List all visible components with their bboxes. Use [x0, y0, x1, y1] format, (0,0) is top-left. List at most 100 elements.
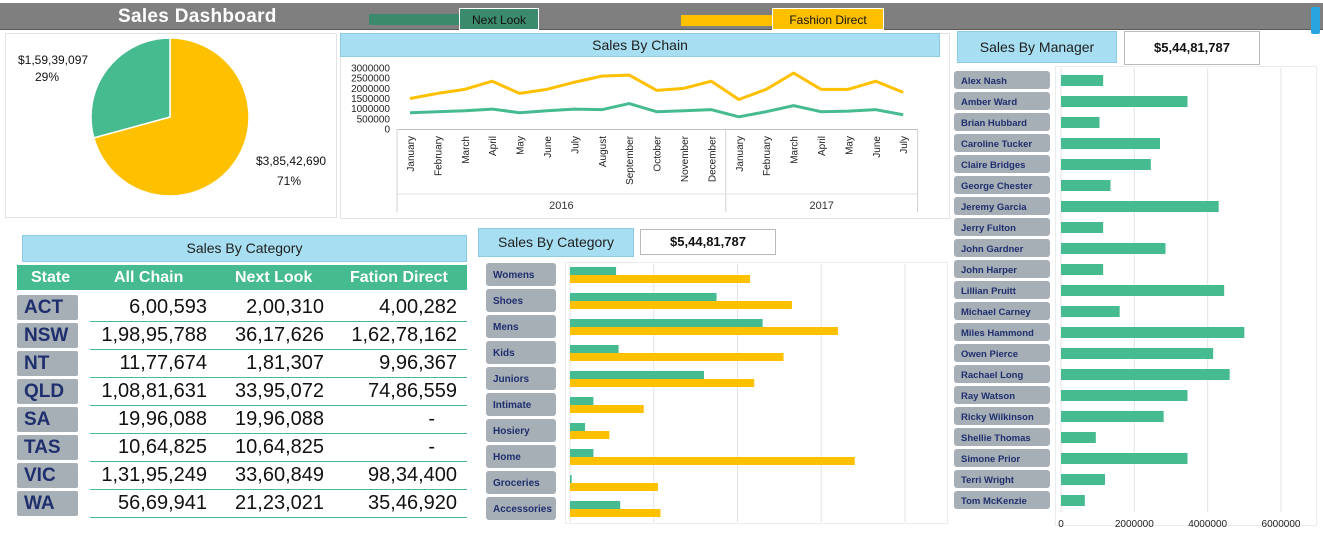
manager-slicer-button[interactable] — [954, 218, 1050, 236]
manager-slicer-button[interactable] — [954, 449, 1050, 467]
y-tick-label: 500000 — [357, 114, 391, 125]
x-tick-label: 0 — [1058, 519, 1064, 530]
row-divider — [90, 377, 467, 378]
row-divider — [90, 461, 467, 462]
manager-label: Terri Wright — [961, 475, 1015, 486]
cell-all-chain: 1,08,81,631 — [101, 380, 207, 402]
x-tick-label: 4000000 — [1188, 519, 1227, 530]
bar-manager — [1061, 138, 1160, 149]
cell-next-look: 1,81,307 — [246, 352, 324, 374]
category-label: Hosiery — [493, 426, 530, 437]
manager-slicer-button[interactable] — [954, 344, 1050, 362]
manager-label: Lillian Pruitt — [961, 286, 1017, 297]
title-bar: Sales Dashboard Next Look Fashion Direct — [0, 3, 1323, 34]
cell-all-chain: 11,77,674 — [119, 352, 208, 374]
manager-label: Alex Nash — [961, 76, 1007, 87]
bar-next-look — [570, 501, 621, 509]
bar-manager — [1061, 243, 1166, 254]
manager-slicer-button[interactable] — [954, 281, 1050, 299]
legend-swatch-fashion-direct — [681, 15, 781, 26]
header-next-look: Next Look — [235, 269, 313, 286]
manager-label: Claire Bridges — [961, 160, 1025, 171]
manager-slicer-button[interactable] — [954, 470, 1050, 488]
pie-slice-fashion-direct — [92, 37, 250, 197]
manager-slicer-button[interactable] — [954, 71, 1050, 89]
pie-percent-next-look: 29% — [35, 70, 60, 84]
state-filter-nsw[interactable]: NSW — [17, 323, 78, 348]
category-slicer-button[interactable] — [486, 497, 556, 520]
category-slicer-button[interactable] — [486, 315, 556, 338]
month-label: March — [790, 136, 801, 164]
x-tick-label: 6000000 — [1262, 519, 1301, 530]
month-label: June — [872, 136, 883, 158]
manager-slicer-button[interactable] — [954, 260, 1050, 278]
bar-manager — [1061, 75, 1104, 86]
scrollbar-thumb[interactable] — [1311, 7, 1320, 34]
category-slicer-button[interactable] — [486, 341, 556, 364]
category-slicer-button[interactable] — [486, 367, 556, 390]
category-slicer-button[interactable] — [486, 471, 556, 494]
manager-slicer-button[interactable] — [954, 302, 1050, 320]
category-label: Kids — [493, 348, 515, 359]
manager-slicer-button[interactable] — [954, 239, 1050, 257]
table-row: TAS 10,64,825 10,64,825 - — [17, 434, 467, 462]
manager-slicer-button[interactable] — [954, 197, 1050, 215]
cell-all-chain: 1,98,95,788 — [101, 324, 207, 346]
manager-slicer-button[interactable] — [954, 176, 1050, 194]
month-label: December — [707, 135, 718, 182]
bar-next-look — [570, 319, 763, 327]
state-filter-qld[interactable]: QLD — [17, 379, 78, 404]
manager-slicer-button[interactable] — [954, 155, 1050, 173]
manager-label: Simone Prior — [961, 454, 1020, 465]
cell-next-look: 21,23,021 — [235, 492, 324, 514]
manager-slicer-button[interactable] — [954, 491, 1050, 509]
category-slicer-button[interactable] — [486, 289, 556, 312]
cell-next-look: 2,00,310 — [246, 296, 324, 318]
legend-fashion-direct[interactable]: Fashion Direct — [772, 8, 884, 30]
category-label: Shoes — [493, 296, 523, 307]
manager-label: John Harper — [961, 265, 1017, 276]
state-filter-wa[interactable]: WA — [17, 491, 78, 516]
state-filter-nt[interactable]: NT — [17, 351, 78, 376]
manager-slicer-button[interactable] — [954, 113, 1050, 131]
chain-chart-title: Sales By Chain — [340, 33, 940, 57]
month-label: April — [488, 136, 499, 156]
month-label: November — [680, 135, 691, 182]
category-slicer-button[interactable] — [486, 419, 556, 442]
manager-label: Caroline Tucker — [961, 139, 1032, 150]
manager-slicer-button[interactable] — [954, 407, 1050, 425]
manager-total: $5,44,81,787 — [1124, 31, 1260, 65]
month-label: February — [433, 136, 444, 176]
category-slicer-button[interactable] — [486, 445, 556, 468]
bar-fashion-direct — [570, 431, 610, 439]
category-slicer-button[interactable] — [486, 393, 556, 416]
bar-next-look — [570, 345, 619, 353]
cell-next-look: 33,95,072 — [235, 380, 324, 402]
row-divider — [90, 433, 467, 434]
state-filter-sa[interactable]: SA — [17, 407, 78, 432]
bar-fashion-direct — [570, 353, 784, 361]
state-filter-tas[interactable]: TAS — [17, 435, 78, 460]
category-label: Mens — [493, 322, 519, 333]
bar-manager — [1061, 474, 1105, 485]
bar-next-look — [570, 371, 704, 379]
cell-fashion-direct: - — [428, 436, 435, 458]
chain-panel — [340, 33, 950, 219]
bar-manager — [1061, 222, 1104, 233]
manager-slicer-button[interactable] — [954, 386, 1050, 404]
month-label: March — [461, 136, 472, 164]
manager-slicer-button[interactable] — [954, 134, 1050, 152]
y-tick-label: 1000000 — [351, 104, 390, 115]
manager-label: Shellie Thomas — [961, 433, 1031, 444]
bar-fashion-direct — [570, 275, 751, 283]
manager-slicer-button[interactable] — [954, 428, 1050, 446]
category-slicer-button[interactable] — [486, 263, 556, 286]
state-filter-vic[interactable]: VIC — [17, 463, 78, 488]
manager-label: George Chester — [961, 181, 1033, 192]
legend-next-look[interactable]: Next Look — [459, 8, 539, 30]
manager-slicer-button[interactable] — [954, 92, 1050, 110]
manager-slicer-button[interactable] — [954, 365, 1050, 383]
state-filter-act[interactable]: ACT — [17, 295, 78, 320]
manager-slicer-button[interactable] — [954, 323, 1050, 341]
